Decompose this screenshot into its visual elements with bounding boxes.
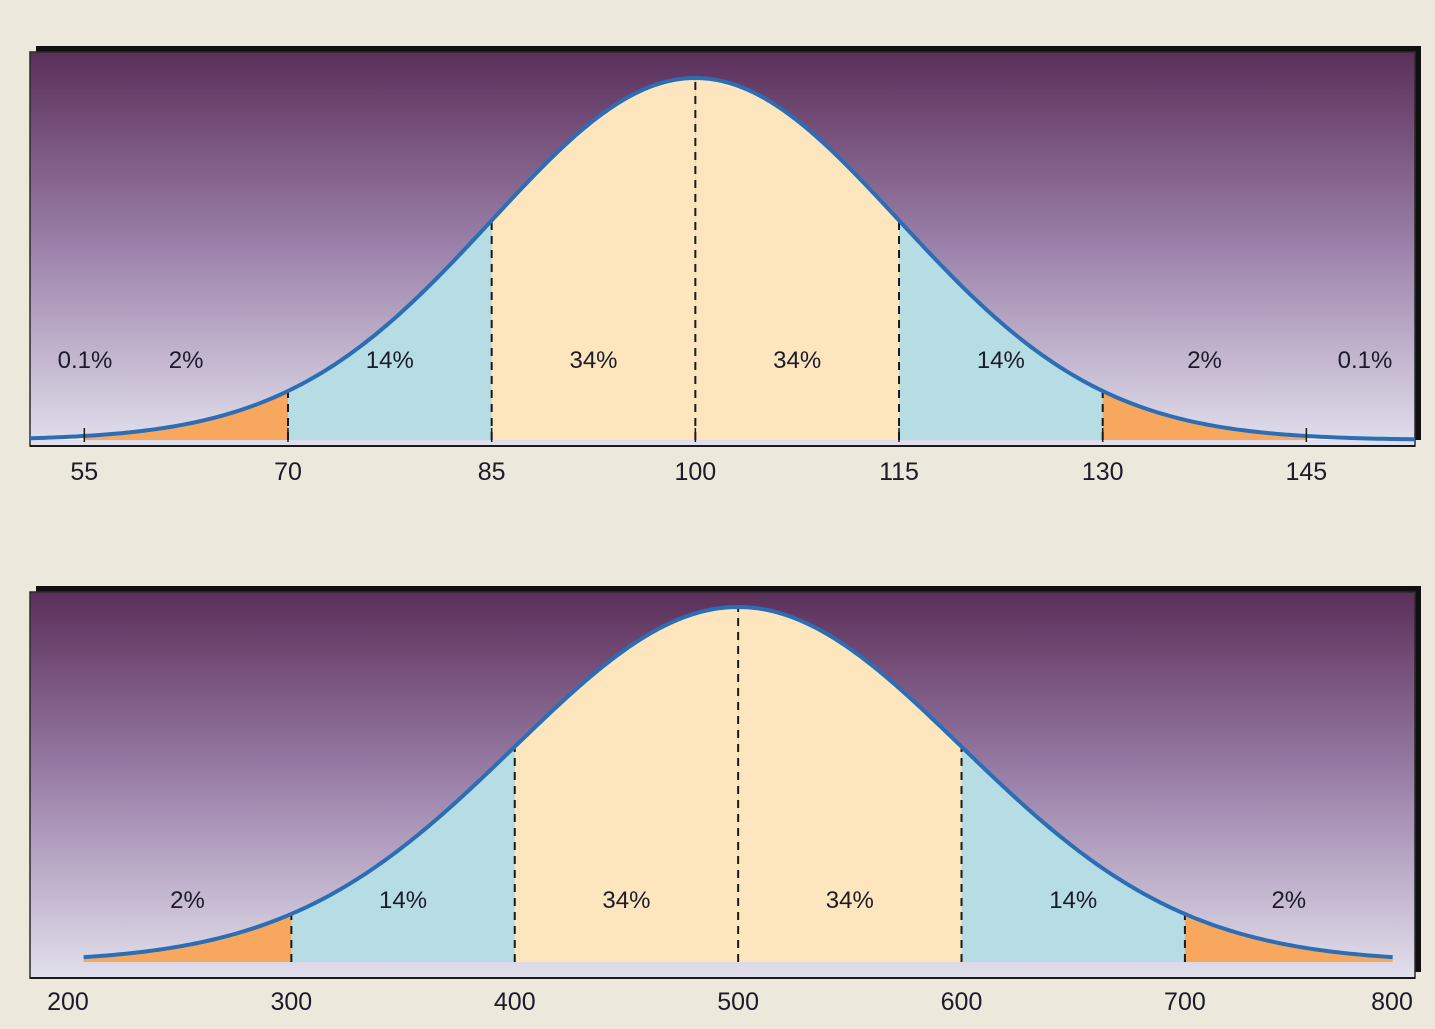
region-label-2: 34% xyxy=(602,887,650,914)
region-label-1: 2% xyxy=(169,347,204,374)
tick-label-2: 85 xyxy=(478,458,506,486)
region-label-3: 34% xyxy=(826,887,874,914)
region-label-6: 2% xyxy=(1187,347,1222,374)
region-label-0: 0.1% xyxy=(58,347,113,374)
region-1 xyxy=(84,391,288,440)
tick-label-5: 130 xyxy=(1082,458,1124,486)
tick-label-4: 600 xyxy=(941,988,983,1016)
region-label-2: 14% xyxy=(366,347,414,374)
iq-distribution-chart: 0.1% 2% 14% 34% 34% 14% 2% 0.1% 55 70 85 100 115 130 1… xyxy=(0,0,1435,510)
tick-label-0: 200 xyxy=(47,988,89,1016)
tick-label-5: 700 xyxy=(1164,988,1206,1016)
distribution-curve xyxy=(83,605,1393,960)
tick-label-1: 70 xyxy=(274,458,302,486)
iq-distribution-svg: 0.1% 2% 14% 34% 34% 14% 2% 0.1% 55 70 85 100 115 130 1… xyxy=(29,46,1421,486)
region-label-3: 34% xyxy=(569,347,617,374)
region-6 xyxy=(1102,391,1307,440)
tick-label-4: 115 xyxy=(879,458,919,486)
region-label-5: 14% xyxy=(977,347,1025,374)
region-5 xyxy=(1184,913,1393,962)
region-label-4: 34% xyxy=(773,347,821,374)
distribution-curve xyxy=(29,76,1416,442)
tick-label-6: 800 xyxy=(1371,988,1413,1016)
tick-label-0: 55 xyxy=(70,458,98,486)
region-label-5: 2% xyxy=(1271,887,1306,914)
tick-label-3: 100 xyxy=(674,458,716,486)
tick-label-3: 500 xyxy=(717,988,759,1016)
tick-label-2: 400 xyxy=(494,988,536,1016)
sat-distribution-svg: 2% 14% 34% 34% 14% 2% 200 300 400 500 600 700 800 xyxy=(29,586,1421,1016)
region-label-1: 14% xyxy=(379,887,427,914)
tick-label-6: 145 xyxy=(1286,458,1328,486)
region-0 xyxy=(83,913,292,962)
tick-label-1: 300 xyxy=(271,988,313,1016)
sat-distribution-chart: 2% 14% 34% 34% 14% 2% 200 300 400 500 600 700 800 xyxy=(0,520,1435,1029)
region-label-7: 0.1% xyxy=(1338,347,1393,374)
region-label-0: 2% xyxy=(170,887,205,914)
region-label-4: 14% xyxy=(1049,887,1097,914)
